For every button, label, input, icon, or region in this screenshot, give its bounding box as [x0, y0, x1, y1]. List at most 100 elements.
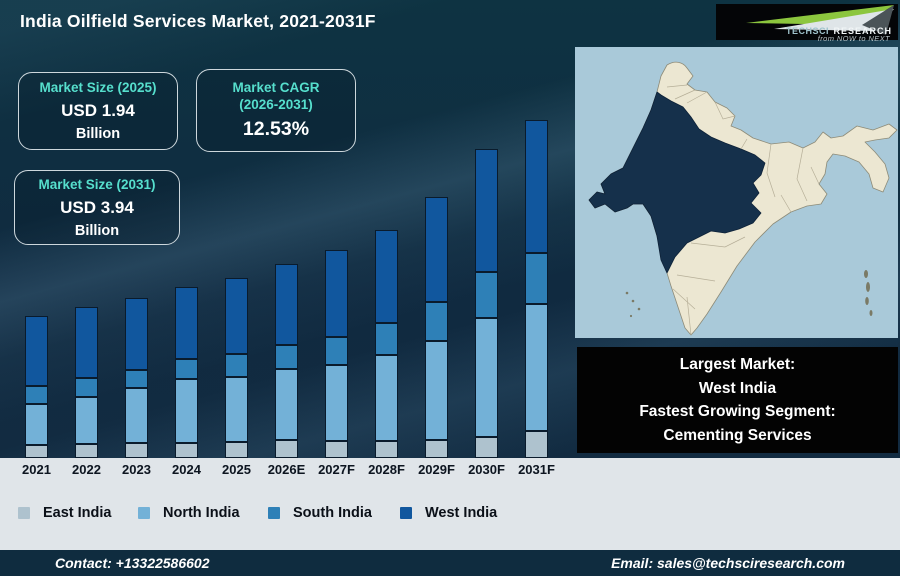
bar-segment-south-india — [375, 323, 398, 355]
legend-label: North India — [163, 505, 240, 521]
bar-segment-north-india — [75, 396, 98, 445]
bar-segment-north-india — [275, 368, 298, 441]
bar-segment-west-india — [475, 148, 498, 273]
bar-segment-south-india — [475, 272, 498, 318]
x-axis-label-2027F: 2027F — [318, 462, 355, 477]
legend-swatch-icon — [138, 507, 150, 519]
bar-2021 — [25, 316, 48, 458]
bar-segment-east-india — [25, 445, 48, 458]
footer-contact: Contact: +13322586602 — [55, 555, 210, 571]
bar-segment-east-india — [275, 440, 298, 458]
highlight-info-box: Largest Market: West India Fastest Growi… — [577, 347, 898, 453]
bar-segment-east-india — [475, 436, 498, 458]
bar-2024 — [175, 287, 198, 458]
bar-segment-north-india — [125, 388, 148, 444]
bar-segment-north-india — [375, 355, 398, 442]
bar-segment-west-india — [425, 197, 448, 303]
x-axis-label-2028F: 2028F — [368, 462, 405, 477]
info-line: West India — [698, 379, 777, 397]
bar-segment-west-india — [25, 316, 48, 386]
bar-2027F — [325, 250, 348, 458]
india-map-panel — [575, 47, 898, 338]
stat-value: USD 3.94 — [60, 197, 134, 217]
x-axis-label-2023: 2023 — [122, 462, 151, 477]
legend-label: West India — [425, 505, 498, 521]
bar-segment-south-india — [525, 252, 548, 304]
bar-segment-west-india — [325, 250, 348, 338]
legend-label: South India — [293, 505, 372, 521]
bar-segment-east-india — [125, 443, 148, 458]
stat-value: USD 1.94 — [61, 101, 135, 120]
bar-segment-west-india — [525, 120, 548, 253]
bar-segment-south-india — [275, 344, 298, 369]
logo-brand-primary: TechSci — [786, 22, 830, 37]
india-map — [588, 61, 898, 336]
bar-segment-east-india — [325, 441, 348, 458]
bar-segment-east-india — [175, 443, 198, 458]
info-line: Fastest Growing Segment: — [639, 403, 836, 420]
stat-value: 12.53% — [242, 118, 310, 140]
legend-swatch-icon — [400, 507, 412, 519]
bar-segment-south-india — [125, 369, 148, 389]
stat-label: Market CAGR — [232, 80, 320, 95]
legend-item-west-india: West India — [400, 505, 497, 521]
bar-segment-south-india — [25, 385, 48, 405]
legend-swatch-icon — [268, 507, 280, 519]
stat-unit: Billion — [75, 126, 121, 142]
x-axis-label-2029F: 2029F — [418, 462, 455, 477]
x-axis-label-2022: 2022 — [72, 462, 101, 477]
x-axis-label-2030F: 2030F — [468, 462, 505, 477]
bar-segment-south-india — [425, 302, 448, 342]
bar-segment-west-india — [225, 278, 248, 355]
bar-segment-north-india — [525, 303, 548, 432]
stat-label: Market Size (2025) — [39, 80, 157, 95]
x-axis-label-2031F: 2031F — [518, 462, 555, 477]
bar-segment-north-india — [175, 379, 198, 444]
bar-2023 — [125, 298, 148, 458]
info-line: Largest Market: — [679, 356, 796, 373]
footer: Contact: +13322586602 Email: sales@techs… — [0, 550, 900, 576]
bar-segment-east-india — [425, 440, 448, 458]
bar-segment-south-india — [225, 354, 248, 378]
bar-segment-south-india — [175, 358, 198, 380]
bar-segment-west-india — [175, 287, 198, 359]
axis-and-legend-band: 2021 2022 2023 2024 2025 2026E 2027F 2028F 2029F… — [0, 458, 900, 550]
bar-segment-north-india — [325, 365, 348, 442]
india-map-highlight-west — [588, 91, 766, 274]
bar-2029F — [425, 197, 448, 458]
bar-segment-south-india — [325, 337, 348, 366]
bar-2026E — [275, 264, 298, 458]
stat-market-cagr: Market CAGR (2026-2031) 12.53% — [196, 69, 356, 152]
stat-unit: Billion — [74, 222, 120, 239]
page-title: India Oilfield Services Market, 2021-203… — [20, 11, 376, 31]
bar-2031F — [525, 120, 548, 458]
x-axis-label-2026E: 2026E — [267, 462, 306, 477]
x-axis-label-2021: 2021 — [22, 462, 51, 477]
bar-segment-east-india — [75, 444, 98, 458]
bar-segment-north-india — [475, 317, 498, 437]
state-borders — [666, 84, 820, 336]
bar-2028F — [375, 229, 398, 458]
logo-arrow-icon — [746, 5, 894, 35]
logo-brand-secondary: Research — [833, 22, 892, 37]
legend-swatch-icon — [18, 507, 30, 519]
logo-tagline: from NOW to NEXT — [817, 34, 890, 43]
bar-segment-north-india — [25, 404, 48, 446]
bar-segment-west-india — [75, 306, 98, 379]
bar-segment-east-india — [225, 442, 248, 458]
x-axis-label-2025: 2025 — [222, 462, 251, 477]
bar-segment-west-india — [275, 264, 298, 345]
bar-segment-south-india — [75, 378, 98, 397]
stat-market-size-2025: Market Size (2025) USD 1.94 Billion — [18, 72, 178, 150]
legend-item-east-india: East India — [18, 505, 112, 521]
stat-market-size-2031: Market Size (2031) USD 3.94 Billion — [14, 170, 180, 245]
bar-segment-east-india — [375, 441, 398, 458]
islands — [625, 270, 873, 318]
stat-label: Market Size (2031) — [38, 176, 156, 192]
bar-segment-north-india — [425, 341, 448, 441]
bar-2022 — [75, 306, 98, 458]
bar-2025 — [225, 278, 248, 458]
bar-segment-west-india — [375, 229, 398, 324]
bar-segment-east-india — [525, 431, 548, 458]
